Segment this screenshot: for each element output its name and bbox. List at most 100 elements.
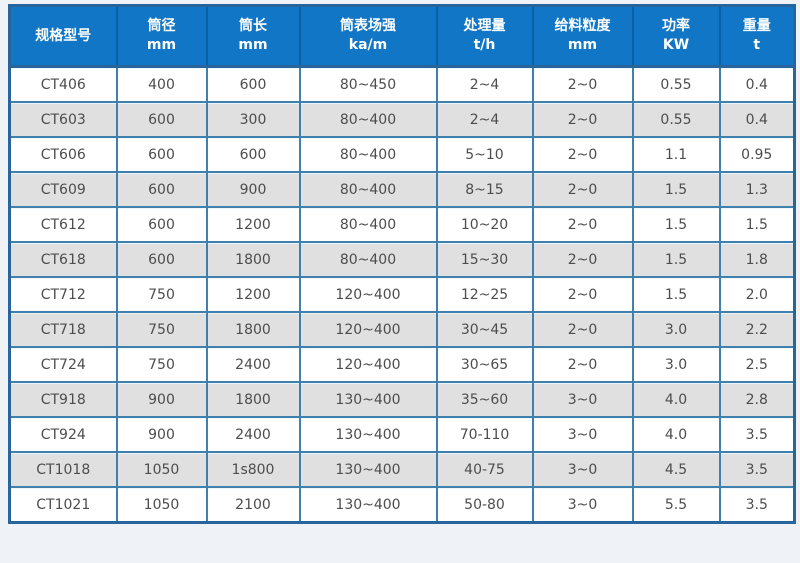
model-cell: CT724 bbox=[8, 346, 118, 383]
table-cell: 600 bbox=[115, 171, 208, 208]
table-cell: 600 bbox=[205, 136, 301, 173]
table-cell: 1.3 bbox=[718, 171, 796, 208]
column-header-diameter: 筒径 mm bbox=[115, 5, 207, 68]
column-header-weight: 重量 t bbox=[718, 5, 795, 68]
table-cell: 3~0 bbox=[531, 451, 634, 488]
table-cell: 3~0 bbox=[531, 416, 634, 453]
table-cell: 12~25 bbox=[435, 276, 534, 313]
model-cell: CT406 bbox=[8, 65, 118, 103]
table-cell: 2100 bbox=[205, 486, 301, 524]
model-cell: CT603 bbox=[8, 101, 118, 138]
table-row: CT724 750 2400 120~400 30~65 2~0 3.0 2.5 bbox=[8, 346, 796, 383]
table-cell: 3.5 bbox=[718, 486, 796, 524]
table-body: CT406 400 600 80~450 2~4 2~0 0.55 0.4 CT603 600 30… bbox=[8, 65, 796, 524]
table-cell: 80~400 bbox=[298, 241, 438, 278]
table-cell: 1200 bbox=[205, 206, 301, 243]
table-cell: 900 bbox=[205, 171, 301, 208]
column-header-label: 筒长 bbox=[239, 18, 267, 34]
table-cell: 2~0 bbox=[531, 276, 634, 313]
table-row: CT603 600 300 80~400 2~4 2~0 0.55 0.4 bbox=[8, 101, 796, 138]
table-row: CT1018 1050 1s800 130~400 40-75 3~0 4.5 3.5 bbox=[8, 451, 796, 488]
table-cell: 80~400 bbox=[298, 206, 438, 243]
table-cell: 900 bbox=[115, 381, 208, 418]
table-cell: 1200 bbox=[205, 276, 301, 313]
table-cell: 3.0 bbox=[631, 346, 721, 383]
table-cell: 80~400 bbox=[298, 171, 438, 208]
table-cell: 1.5 bbox=[631, 206, 721, 243]
table-cell: 600 bbox=[115, 101, 208, 138]
column-header-unit: t/h bbox=[473, 37, 496, 53]
table-cell: 1800 bbox=[205, 381, 301, 418]
table-cell: 2~0 bbox=[531, 346, 634, 383]
table-cell: 750 bbox=[115, 346, 208, 383]
table-cell: 300 bbox=[205, 101, 301, 138]
table-cell: 1.5 bbox=[718, 206, 796, 243]
model-cell: CT606 bbox=[8, 136, 118, 173]
table-cell: 120~400 bbox=[298, 276, 438, 313]
table-cell: 0.55 bbox=[631, 101, 721, 138]
table-cell: 1050 bbox=[115, 451, 208, 488]
table-cell: 600 bbox=[115, 136, 208, 173]
model-cell: CT612 bbox=[8, 206, 118, 243]
table-cell: 2~0 bbox=[531, 136, 634, 173]
table-cell: 80~400 bbox=[298, 101, 438, 138]
table-cell: 600 bbox=[115, 241, 208, 278]
table-row: CT606 600 600 80~400 5~10 2~0 1.1 0.95 bbox=[8, 136, 796, 173]
column-header-capacity: 处理量 t/h bbox=[435, 5, 533, 68]
table-cell: 15~30 bbox=[435, 241, 534, 278]
table-cell: 0.95 bbox=[718, 136, 796, 173]
column-header-power: 功率 KW bbox=[631, 5, 720, 68]
table-cell: 900 bbox=[115, 416, 208, 453]
table-cell: 1.5 bbox=[631, 241, 721, 278]
table-cell: 80~400 bbox=[298, 136, 438, 173]
column-header-model: 规格型号 bbox=[9, 5, 117, 68]
table-cell: 10~20 bbox=[435, 206, 534, 243]
table-row: CT718 750 1800 120~400 30~45 2~0 3.0 2.2 bbox=[8, 311, 796, 348]
table-cell: 0.4 bbox=[718, 101, 796, 138]
table-cell: 1800 bbox=[205, 241, 301, 278]
model-cell: CT918 bbox=[8, 381, 118, 418]
table-cell: 3.5 bbox=[718, 451, 796, 488]
table-cell: 2~0 bbox=[531, 65, 634, 103]
table-cell: 2.8 bbox=[718, 381, 796, 418]
column-header-label: 给料粒度 bbox=[554, 18, 611, 34]
table-cell: 0.4 bbox=[718, 65, 796, 103]
table-cell: 750 bbox=[115, 276, 208, 313]
table-cell: 0.55 bbox=[631, 65, 721, 103]
table-row: CT406 400 600 80~450 2~4 2~0 0.55 0.4 bbox=[8, 65, 796, 103]
table-cell: 1.5 bbox=[631, 171, 721, 208]
table-cell: 1.1 bbox=[631, 136, 721, 173]
table-cell: 70-110 bbox=[435, 416, 534, 453]
column-header-label: 功率 bbox=[662, 18, 690, 34]
model-cell: CT609 bbox=[8, 171, 118, 208]
column-header-label: 筒表场强 bbox=[340, 18, 396, 34]
table-row: CT918 900 1800 130~400 35~60 3~0 4.0 2.8 bbox=[8, 381, 796, 418]
column-header-length: 筒长 mm bbox=[205, 5, 300, 68]
model-cell: CT1018 bbox=[8, 451, 118, 488]
table-cell: 130~400 bbox=[298, 381, 438, 418]
column-header-unit: ka/m bbox=[348, 37, 388, 53]
table-cell: 4.0 bbox=[631, 416, 721, 453]
model-cell: CT924 bbox=[8, 416, 118, 453]
table-cell: 600 bbox=[205, 65, 301, 103]
table-cell: 2~0 bbox=[531, 171, 634, 208]
table-row: CT609 600 900 80~400 8~15 2~0 1.5 1.3 bbox=[8, 171, 796, 208]
table-cell: 5~10 bbox=[435, 136, 534, 173]
table-cell: 130~400 bbox=[298, 416, 438, 453]
table-cell: 5.5 bbox=[631, 486, 721, 524]
table-cell: 35~60 bbox=[435, 381, 534, 418]
table-cell: 1050 bbox=[115, 486, 208, 524]
model-cell: CT618 bbox=[8, 241, 118, 278]
table-cell: 400 bbox=[115, 65, 208, 103]
table-cell: 30~65 bbox=[435, 346, 534, 383]
table-cell: 3.5 bbox=[718, 416, 796, 453]
column-header-unit: mm bbox=[238, 37, 268, 53]
table-cell: 40-75 bbox=[435, 451, 534, 488]
table-cell: 1s800 bbox=[205, 451, 301, 488]
column-header-unit: t bbox=[753, 37, 761, 53]
table-cell: 600 bbox=[115, 206, 208, 243]
table-row: CT712 750 1200 120~400 12~25 2~0 1.5 2.0 bbox=[8, 276, 796, 313]
column-header-unit: mm bbox=[567, 37, 598, 53]
column-header-field: 筒表场强 ka/m bbox=[298, 5, 437, 68]
table-cell: 3~0 bbox=[531, 381, 634, 418]
